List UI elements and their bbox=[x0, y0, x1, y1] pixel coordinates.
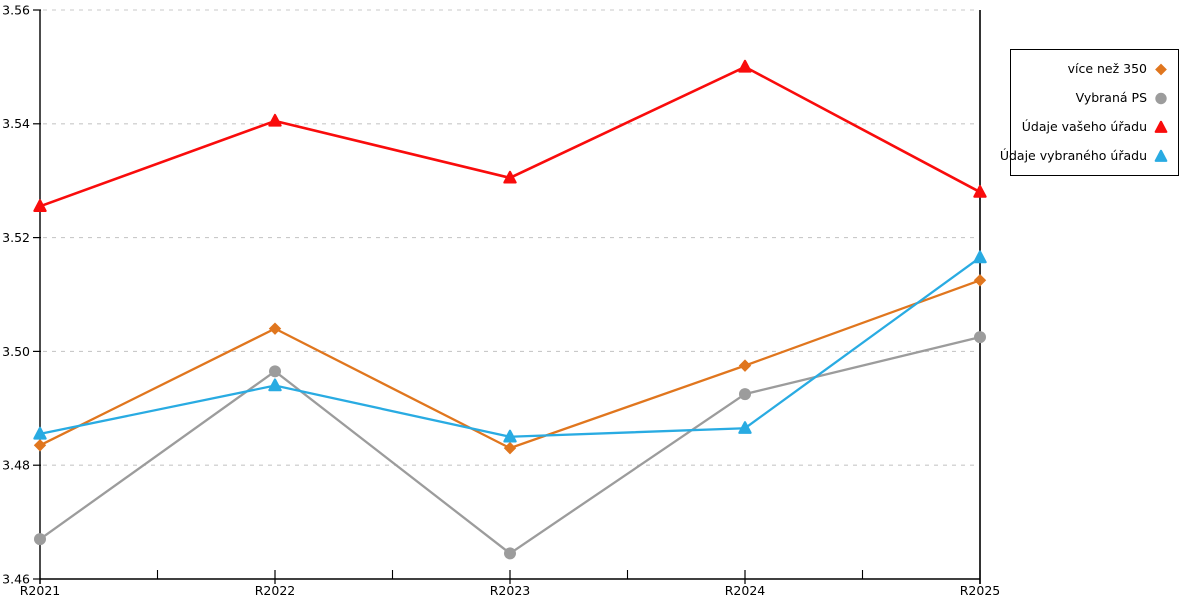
diamond-marker bbox=[973, 274, 987, 287]
triangle-marker bbox=[973, 184, 987, 198]
series-line bbox=[39, 279, 981, 450]
triangle-marker bbox=[33, 199, 47, 213]
y-tick-label: 3.52 bbox=[2, 230, 30, 245]
y-tick-label: 3.54 bbox=[2, 116, 30, 131]
circle-marker bbox=[34, 533, 46, 546]
y-tick-label: 3.46 bbox=[2, 571, 30, 586]
triangle-marker bbox=[268, 378, 282, 392]
legend-label: více než 350 bbox=[1067, 60, 1147, 76]
chart-legend: více než 350 Vybraná PS Údaje vašeho úřa… bbox=[1000, 49, 1179, 176]
circle-marker-icon bbox=[1153, 91, 1169, 106]
triangle-marker-icon bbox=[1153, 149, 1169, 164]
diamond-marker bbox=[268, 322, 282, 335]
triangle-marker bbox=[268, 113, 282, 127]
triangle-glyph bbox=[1154, 120, 1168, 133]
circle-marker bbox=[739, 388, 751, 401]
y-tick-label: 3.50 bbox=[2, 344, 30, 359]
triangle-marker bbox=[503, 429, 517, 443]
legend-label: Vybraná PS bbox=[1075, 89, 1147, 105]
diamond-marker bbox=[503, 441, 517, 455]
y-tick-label: 3.56 bbox=[2, 2, 30, 17]
x-tick-label: R2023 bbox=[490, 583, 531, 598]
triangle-marker bbox=[738, 421, 752, 434]
triangle-marker bbox=[33, 426, 47, 440]
x-tick-label: R2021 bbox=[20, 583, 61, 598]
triangle-marker bbox=[973, 250, 987, 264]
circle-marker bbox=[1155, 92, 1167, 104]
legend-label: Údaje vybraného úřadu bbox=[999, 147, 1147, 163]
x-tick-label: R2022 bbox=[255, 583, 296, 598]
diamond-marker bbox=[738, 359, 752, 372]
circle-marker bbox=[504, 547, 516, 560]
series-line bbox=[39, 256, 981, 438]
triangle-glyph bbox=[1154, 149, 1168, 162]
triangle-marker bbox=[1154, 120, 1168, 133]
legend-item: Údaje vybraného úřadu bbox=[1000, 145, 1169, 168]
x-tick-label: R2024 bbox=[725, 583, 766, 598]
diamond-glyph bbox=[1155, 63, 1167, 75]
legend-item: Vybraná PS bbox=[1011, 87, 1169, 110]
series-line bbox=[39, 65, 981, 208]
triangle-marker-icon bbox=[1153, 120, 1169, 135]
circle-marker bbox=[974, 331, 986, 344]
triangle-marker bbox=[1154, 149, 1168, 162]
circle-marker bbox=[269, 365, 281, 378]
circle-glyph bbox=[1155, 92, 1167, 104]
y-tick-label: 3.48 bbox=[2, 458, 30, 473]
x-tick-label: R2025 bbox=[960, 583, 1001, 598]
legend-label: Údaje vašeho úřadu bbox=[1021, 118, 1147, 134]
legend-item: Údaje vašeho úřadu bbox=[1011, 116, 1169, 139]
diamond-marker bbox=[33, 439, 47, 452]
triangle-marker bbox=[503, 170, 517, 184]
diamond-marker-icon bbox=[1153, 62, 1169, 77]
legend-item: více než 350 bbox=[1011, 58, 1169, 81]
diamond-marker bbox=[1155, 63, 1167, 75]
triangle-marker bbox=[738, 59, 752, 73]
